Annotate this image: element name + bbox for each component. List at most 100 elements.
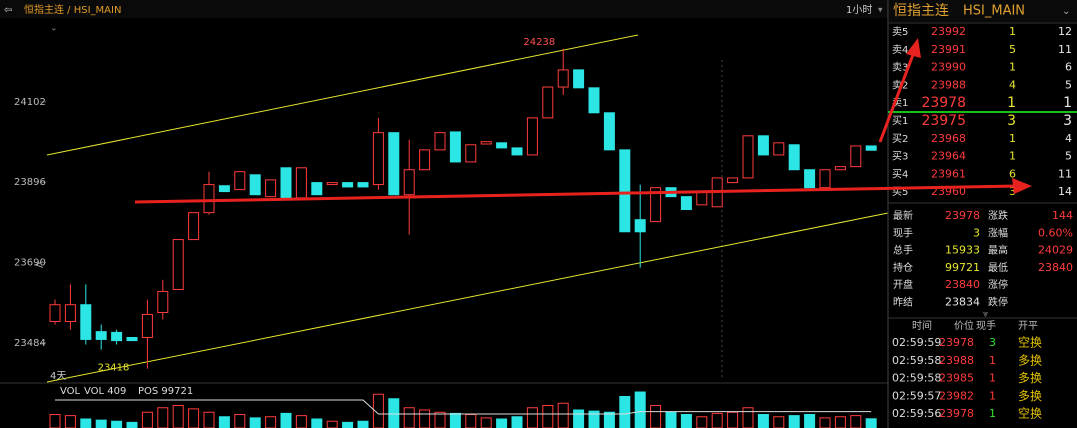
book-price: 23975 xyxy=(921,113,966,129)
volume-bar xyxy=(465,414,477,428)
span-label: 4天 xyxy=(50,371,66,382)
trade-price: 23978 xyxy=(939,407,974,420)
candle-body xyxy=(126,336,138,342)
collapse-icon[interactable]: ⌄ xyxy=(50,24,58,34)
trade-volume: 1 xyxy=(989,407,996,420)
book-total: 4 xyxy=(1065,132,1072,145)
y-tick-label: 23690 xyxy=(14,258,46,269)
trade-volume: 1 xyxy=(989,389,996,402)
stat-label: 最新 xyxy=(893,209,913,222)
scroll-left[interactable]: < xyxy=(34,258,44,272)
volume-bar xyxy=(496,418,508,428)
panel-name: 恒指主连 xyxy=(893,3,949,19)
book-volume: 1 xyxy=(1009,61,1016,74)
stat-value: 23978 xyxy=(945,209,980,222)
candle-body xyxy=(342,182,354,188)
book-total: 6 xyxy=(1065,61,1072,74)
candle-body xyxy=(465,144,477,163)
position-label: POS 99721 xyxy=(138,386,193,397)
panel-header xyxy=(889,0,1077,22)
stat-label: 最高 xyxy=(988,244,1008,257)
volume-bar xyxy=(757,414,769,428)
stat-value: 24029 xyxy=(1038,244,1073,257)
period-label[interactable]: 1小时 xyxy=(846,4,872,16)
stat-label: 跌停 xyxy=(988,296,1008,309)
volume-bar xyxy=(449,412,461,428)
stat-value: 23834 xyxy=(945,296,980,309)
candle-body xyxy=(357,182,369,188)
volume-bar xyxy=(650,405,662,428)
arrow-line xyxy=(134,184,1019,204)
candle-body xyxy=(157,290,169,314)
volume-bar xyxy=(372,393,384,428)
stat-value: 144 xyxy=(1052,209,1073,222)
book-total: 3 xyxy=(1063,113,1072,129)
candle-body xyxy=(650,187,662,223)
candle-body xyxy=(757,135,769,156)
volume-bar xyxy=(588,410,600,428)
candle-body xyxy=(496,142,508,149)
book-volume: 1 xyxy=(1009,132,1016,145)
candle-body xyxy=(634,219,646,233)
candle-body xyxy=(804,169,816,189)
expand-icon[interactable]: ⩔ xyxy=(983,310,988,320)
panel-code: HSI_MAIN xyxy=(963,4,1025,19)
candle-body xyxy=(388,132,400,196)
candle-body xyxy=(788,144,800,171)
candle-body xyxy=(265,179,277,198)
volume-bar xyxy=(311,418,323,428)
volume-bar xyxy=(573,409,585,428)
volume-bar xyxy=(64,415,76,428)
back-icon[interactable]: ⇦ xyxy=(4,5,12,16)
arrow-head xyxy=(1012,178,1032,194)
candle-body xyxy=(773,142,785,156)
book-price: 23991 xyxy=(931,43,966,56)
volume-bar xyxy=(834,416,846,428)
trade-column: 现手 xyxy=(976,319,996,332)
stat-label: 开盘 xyxy=(893,278,913,291)
candle-body xyxy=(141,313,153,338)
candle-body xyxy=(588,87,600,114)
stat-value: 3 xyxy=(973,226,980,239)
candle-body xyxy=(511,147,523,156)
trade-volume: 1 xyxy=(989,354,996,367)
panel-toggle[interactable]: ⌄ xyxy=(1062,6,1070,17)
channel-lower xyxy=(46,212,889,383)
book-volume: 3 xyxy=(1007,113,1016,129)
book-price: 23978 xyxy=(921,95,966,111)
stat-label: 涨停 xyxy=(988,278,1008,291)
book-price: 23961 xyxy=(931,167,966,180)
volume-bar xyxy=(157,407,169,428)
symbol-label[interactable]: 恒指主连 / HSI_MAIN xyxy=(24,3,121,16)
book-total: 11 xyxy=(1058,167,1072,180)
book-label: 卖5 xyxy=(892,26,908,38)
arrow-line xyxy=(878,51,916,143)
volume-title: VOL xyxy=(60,386,81,397)
volume-bar xyxy=(203,411,215,428)
book-volume: 5 xyxy=(1009,43,1016,56)
candle-body xyxy=(311,182,323,196)
trade-time: 02:59:58 xyxy=(892,372,941,385)
candle-body xyxy=(280,167,292,199)
candle-body xyxy=(526,117,538,156)
volume-bar xyxy=(804,414,816,428)
volume-bar xyxy=(665,411,677,428)
book-price: 23964 xyxy=(931,150,966,163)
book-volume: 1 xyxy=(1009,150,1016,163)
volume-bar xyxy=(126,421,138,428)
candle-body xyxy=(727,177,739,184)
candle-body xyxy=(49,304,61,322)
candle-body xyxy=(819,169,831,189)
candle-body xyxy=(95,331,107,340)
stat-label: 昨结 xyxy=(893,296,913,309)
trade-column: 时间 xyxy=(912,319,932,332)
candle-body xyxy=(203,184,215,214)
volume-bar xyxy=(557,402,569,428)
candle-body xyxy=(80,304,92,340)
trade-column: 开平 xyxy=(1018,321,1038,332)
volume-bar xyxy=(788,415,800,428)
volume-bar xyxy=(111,420,123,428)
period-toggle[interactable]: ▾ xyxy=(878,6,883,16)
volume-bar xyxy=(265,416,277,428)
